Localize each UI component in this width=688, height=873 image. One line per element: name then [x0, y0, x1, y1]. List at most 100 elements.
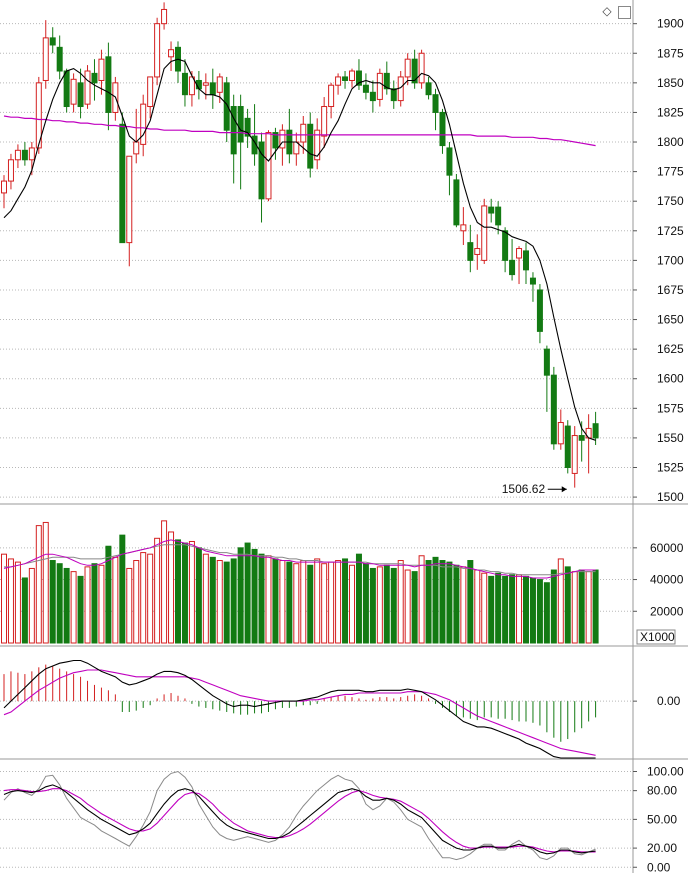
volume-bar [175, 539, 181, 644]
price-tick-label: 1500 [657, 490, 684, 504]
volume-bar [7, 558, 14, 644]
volume-bar [349, 564, 355, 644]
candle-body [425, 82, 432, 96]
candle-body [21, 149, 28, 161]
kdj-tick-label: 100.00 [647, 764, 684, 778]
volume-bar [390, 567, 397, 644]
candle-body [418, 52, 425, 84]
candle-body [181, 72, 188, 96]
volume-bar [578, 569, 585, 644]
candle-body [154, 23, 161, 78]
volume-bar [460, 566, 467, 644]
candle-body [397, 76, 404, 102]
candle-body [168, 49, 175, 58]
volume-bar [223, 561, 230, 644]
volume-bar [42, 521, 49, 644]
volume-bar [376, 566, 383, 644]
candle-body [223, 82, 230, 131]
volume-bar [56, 563, 63, 644]
candle-body [105, 56, 112, 113]
min-price-label: 1506.62 [502, 482, 546, 496]
candle-body [376, 72, 383, 100]
candle-body [502, 230, 509, 261]
candle-body [98, 58, 105, 81]
volume-bar [314, 558, 321, 644]
volume-bar [188, 540, 195, 644]
volume-bar [585, 571, 592, 644]
volume-bar [543, 582, 550, 644]
volume-bar [244, 542, 251, 644]
volume-bar [154, 537, 161, 644]
min-price-arrowhead [561, 486, 567, 493]
volume-bar [453, 564, 460, 644]
volume-bar [286, 561, 293, 644]
price-tick-label: 1825 [657, 105, 684, 119]
volume-bar [112, 556, 119, 644]
candle-body [35, 82, 42, 149]
volume-bar [91, 563, 98, 644]
volume-bar [272, 558, 279, 644]
volume-bar [230, 558, 237, 644]
volume-bar [1, 553, 7, 644]
volume-bar [14, 561, 21, 644]
candle-body [272, 132, 279, 149]
candle-body [265, 132, 272, 200]
volume-bar [321, 563, 328, 644]
volume-bar [550, 569, 557, 644]
volume-bar [209, 556, 216, 644]
volume-bar [258, 553, 265, 644]
volume-bar [147, 553, 154, 644]
candle-body [564, 425, 571, 468]
unit-box [636, 629, 676, 645]
price-tick-label: 1575 [657, 401, 684, 415]
price-tick-label: 1900 [657, 17, 684, 31]
candle-body [404, 58, 411, 78]
volume-bar [425, 560, 432, 644]
candle-body [161, 8, 168, 25]
candle-body [49, 37, 56, 46]
volume-bar [564, 566, 571, 644]
candle-body [70, 78, 77, 105]
volume-ma-long-line [4, 544, 596, 576]
candle-body [300, 123, 307, 143]
volume-bar [84, 566, 91, 644]
candle-body [321, 106, 328, 137]
volume-bar [35, 525, 42, 644]
price-tick-label: 1750 [657, 194, 684, 208]
volume-bar [195, 547, 202, 644]
candle-body [1, 180, 7, 194]
volume-bar [168, 531, 175, 644]
price-tick-label: 1800 [657, 135, 684, 149]
volume-bar [592, 569, 599, 644]
volume-unit-label: X1000 [640, 630, 675, 644]
candle-body [202, 82, 209, 86]
macd-dea-line [3, 669, 596, 756]
kdj-tick-label: 20.00 [647, 841, 677, 855]
candle-body [342, 76, 349, 81]
volume-bar [98, 564, 105, 644]
candle-body [557, 422, 564, 445]
volume-bar [495, 572, 502, 644]
candle-body [188, 76, 195, 96]
candle-body [230, 106, 237, 155]
volume-bar [237, 547, 244, 644]
volume-bar [119, 534, 126, 644]
candle-body [126, 155, 133, 244]
volume-bar [432, 556, 439, 644]
kdj-tick-label: 50.00 [647, 812, 677, 826]
candle-body [42, 37, 49, 81]
candle-body [516, 248, 523, 259]
volume-bar [328, 561, 335, 644]
candle-body [383, 72, 390, 90]
panel-toggle-icon[interactable] [618, 6, 631, 19]
candle-body [432, 94, 439, 113]
volume-tick-label: 60000 [650, 541, 684, 555]
candle-body [279, 129, 286, 149]
volume-bar [105, 545, 112, 644]
volume-bar [411, 571, 418, 644]
candle-body [481, 205, 488, 261]
candle-body [411, 58, 418, 84]
macd-histogram [3, 664, 597, 742]
volume-bar [28, 567, 35, 644]
diamond-icon[interactable]: ◇ [602, 4, 612, 18]
